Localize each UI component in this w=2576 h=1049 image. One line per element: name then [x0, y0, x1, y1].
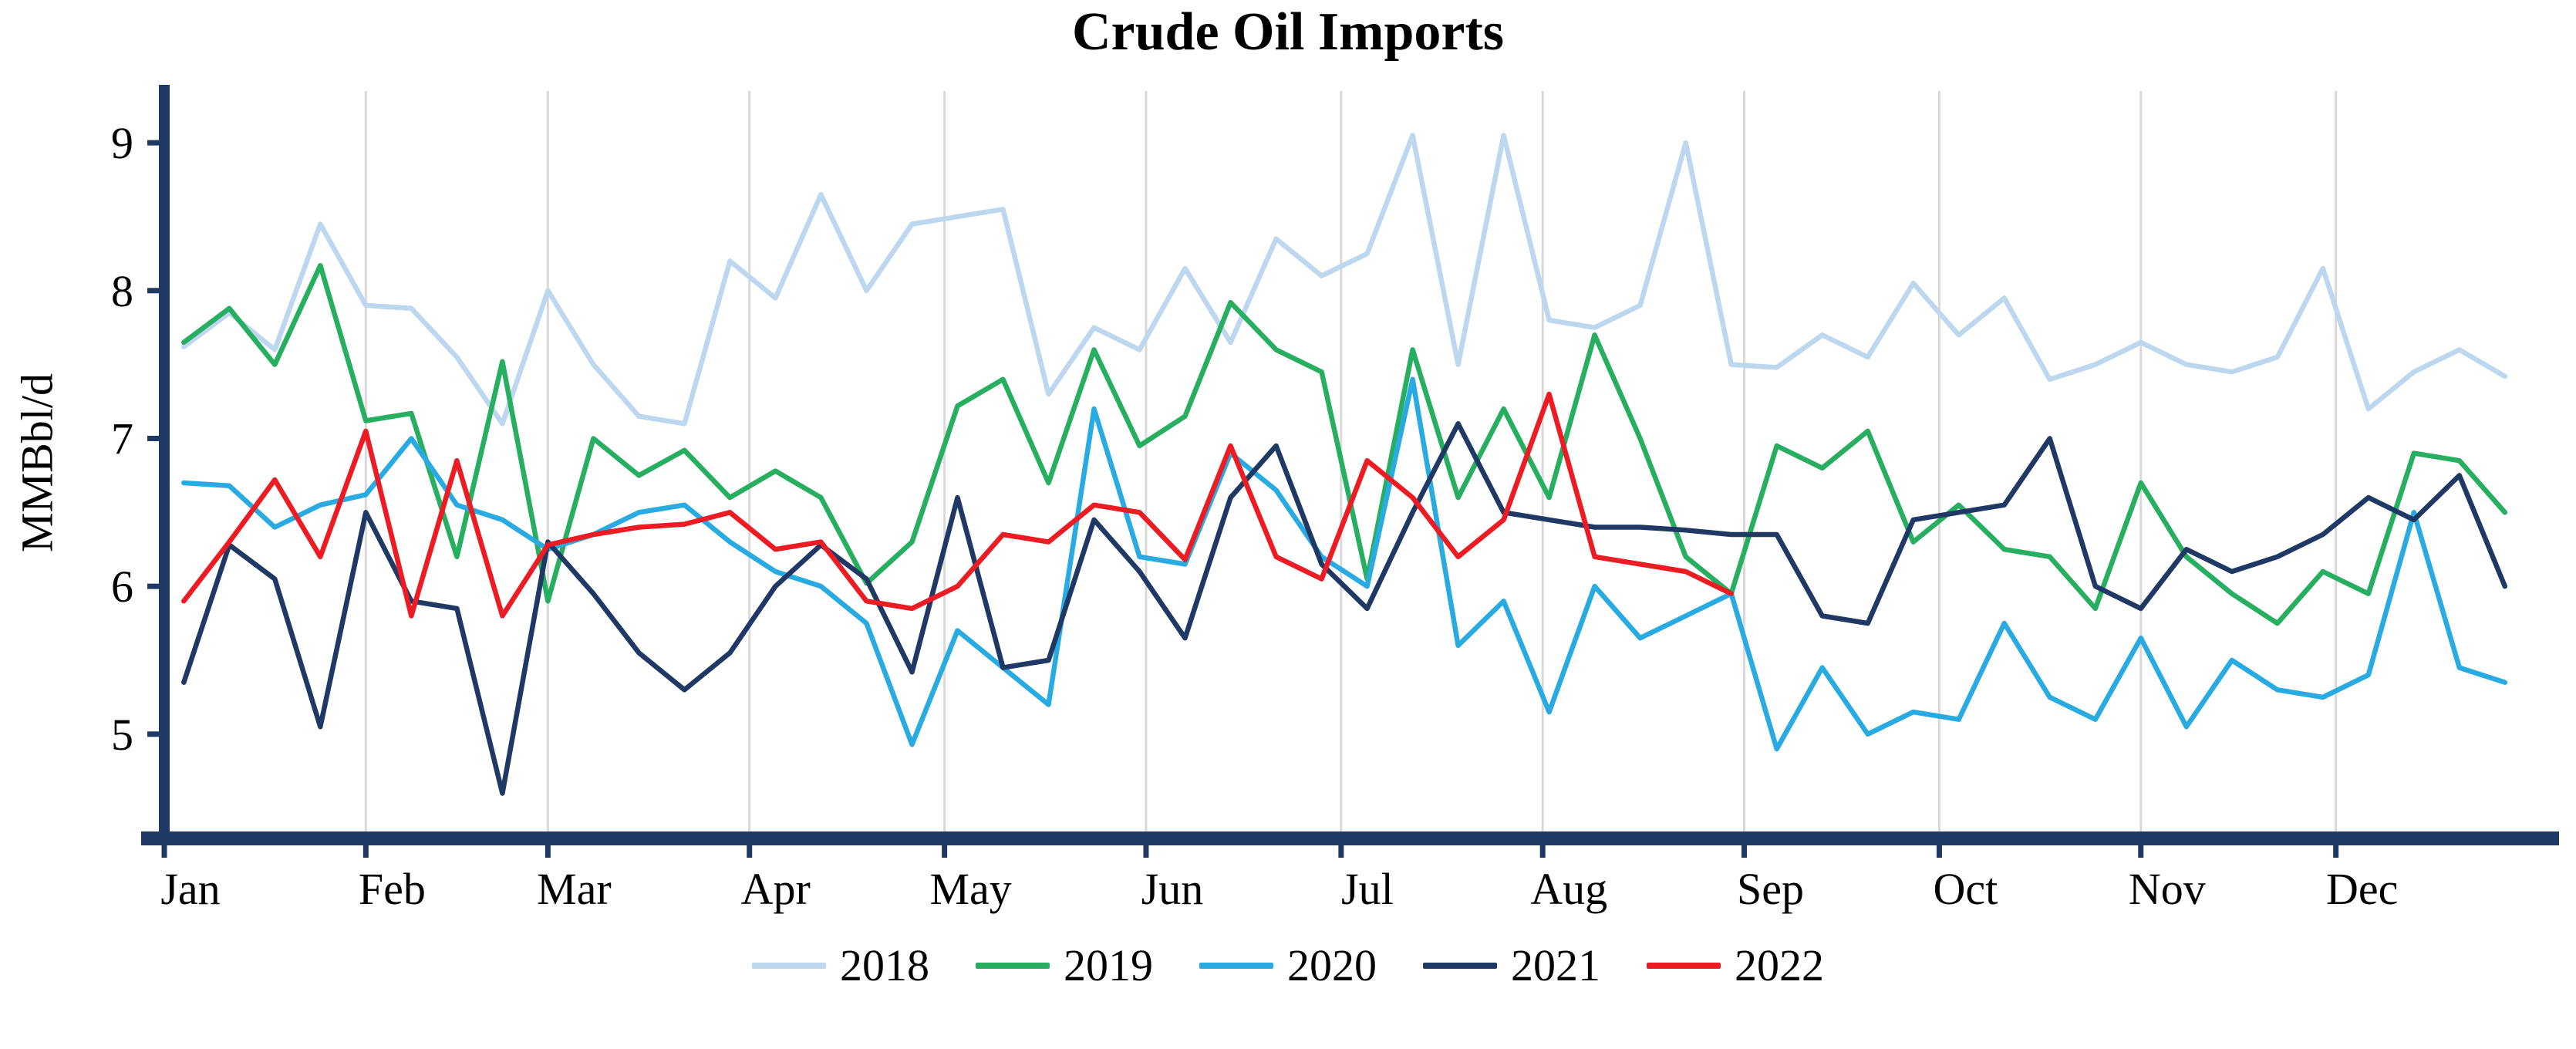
legend-item-2020: 2020	[1199, 939, 1377, 991]
legend-swatch-2018	[752, 962, 826, 969]
legend-swatch-2021	[1423, 962, 1497, 969]
x-tick-label-aug: Aug	[1530, 864, 1607, 914]
legend-item-2022: 2022	[1647, 939, 1824, 991]
x-tick-label-dec: Dec	[2326, 864, 2398, 914]
legend-item-2018: 2018	[752, 939, 929, 991]
x-tick-label-jun: Jun	[1141, 864, 1204, 914]
x-tick-label-may: May	[929, 864, 1011, 914]
legend-swatch-2020	[1199, 962, 1273, 969]
legend-item-2019: 2019	[976, 939, 1153, 991]
y-tick-label: 9	[111, 118, 133, 168]
x-tick-label-nov: Nov	[2129, 864, 2206, 914]
y-tick-label: 8	[111, 266, 133, 316]
series-line-2021	[181, 421, 2508, 796]
x-tick-label-apr: Apr	[741, 864, 811, 914]
legend-label-2022: 2022	[1735, 940, 1824, 990]
legend-label-2018: 2018	[840, 940, 929, 990]
y-tick-label: 7	[111, 413, 133, 464]
y-tick-label: 5	[111, 710, 133, 760]
legend-swatch-2022	[1647, 962, 1721, 969]
legend-label-2019: 2019	[1064, 940, 1153, 990]
series-line-2020	[181, 376, 2508, 752]
legend-item-2021: 2021	[1423, 939, 1600, 991]
series-line-2018	[181, 133, 2508, 427]
x-tick-label-sep: Sep	[1737, 864, 1804, 914]
legend-swatch-2019	[976, 962, 1050, 969]
y-tick-label: 6	[111, 562, 133, 612]
x-tick-label-oct: Oct	[1934, 864, 1998, 914]
legend: 2018 2019 2020 2021 2022	[0, 939, 2576, 991]
chart-title: Crude Oil Imports	[1072, 2, 1504, 62]
x-tick-label-jul: Jul	[1341, 864, 1394, 914]
x-tick-label-feb: Feb	[359, 864, 426, 914]
legend-label-2020: 2020	[1287, 940, 1377, 990]
series-line-2019	[181, 262, 2508, 626]
x-tick-label-mar: Mar	[537, 864, 612, 914]
x-tick-label-jan: Jan	[160, 864, 220, 914]
series-line-2022	[181, 391, 1734, 619]
legend-label-2021: 2021	[1511, 940, 1600, 990]
